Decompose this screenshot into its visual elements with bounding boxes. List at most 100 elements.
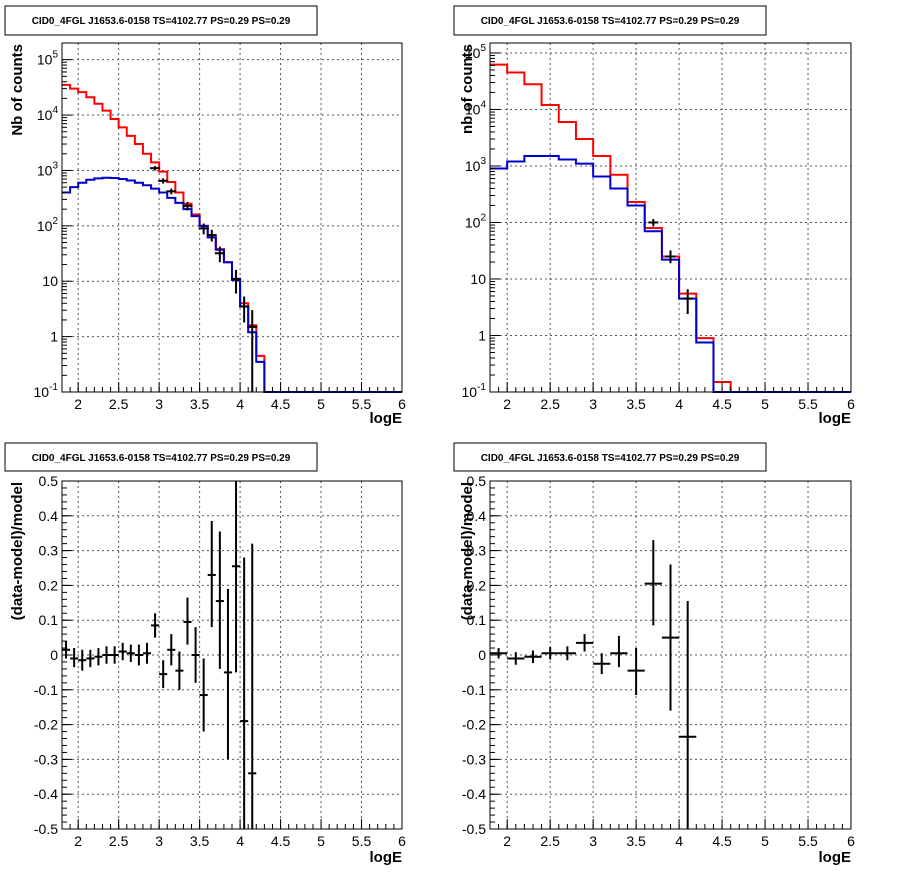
y-tick-label: 0.1 xyxy=(39,612,59,628)
x-tick-label: 3 xyxy=(589,833,597,849)
y-tick-label: 0.3 xyxy=(39,543,59,559)
y-tick-label: 0.2 xyxy=(467,577,487,593)
panel-spectrum-fine: CID0_4FGL J1653.6-0158 TS=4102.77 PS=0.2… xyxy=(4,5,407,427)
panel-title: CID0_4FGL J1653.6-0158 TS=4102.77 PS=0.2… xyxy=(481,16,740,27)
panel-residual-fine: CID0_4FGL J1653.6-0158 TS=4102.77 PS=0.2… xyxy=(4,442,406,866)
y-tick-label: -0.4 xyxy=(462,786,486,802)
axis-ticks: 2 2.5 3 3.5 4 4.5 5 5.5 6 10-1 1 10 102 103 104 105 xyxy=(462,43,856,412)
y-axis-label: Nb of counts xyxy=(9,44,26,136)
y-tick-label: 0.5 xyxy=(467,473,487,489)
panel-title: CID0_4FGL J1653.6-0158 TS=4102.77 PS=0.2… xyxy=(481,453,740,464)
y-tick-label: 105 xyxy=(465,43,487,61)
title-box xyxy=(453,5,767,36)
y-tick-label: 0.3 xyxy=(467,543,487,559)
x-tick-label: 3.5 xyxy=(626,833,646,849)
y-tick-label: 0.4 xyxy=(39,508,59,524)
y-tick-label: 102 xyxy=(37,216,59,234)
title-box xyxy=(4,442,318,472)
y-tick-label: 0 xyxy=(478,647,486,663)
y-tick-label: 103 xyxy=(465,156,487,174)
y-tick-label: 105 xyxy=(37,50,59,68)
x-tick-label: 3 xyxy=(155,396,163,412)
histogram-marks xyxy=(490,63,851,393)
x-tick-label: 3 xyxy=(589,396,597,412)
x-axis-label: logE xyxy=(819,410,852,427)
source-model-histogram xyxy=(62,176,402,393)
y-tick-label: 10 xyxy=(470,271,486,287)
residual-marks xyxy=(62,481,257,829)
y-tick-label: 1 xyxy=(478,327,486,343)
y-tick-label: 10-1 xyxy=(34,382,59,400)
grid-lines xyxy=(62,481,402,829)
y-tick-label: 0.1 xyxy=(467,612,487,628)
x-axis-label: logE xyxy=(370,410,403,427)
x-tick-label: 6 xyxy=(398,833,406,849)
y-tick-label: 0.4 xyxy=(467,508,487,524)
y-tick-label: -0.5 xyxy=(34,821,58,837)
x-tick-label: 2 xyxy=(503,396,511,412)
y-tick-label: -0.1 xyxy=(462,682,486,698)
x-tick-label: 2 xyxy=(74,396,82,412)
plot-frame xyxy=(61,42,403,393)
axis-ticks: 2 2.5 3 3.5 4 4.5 5 5.5 6 -0.5 -0.4 -0.3 -0.2 -0.1 0 0.… xyxy=(34,473,406,849)
title-box xyxy=(453,442,767,472)
total-model-histogram xyxy=(62,83,402,393)
y-axis-label: nb of counts xyxy=(459,44,476,134)
x-tick-label: 5.5 xyxy=(798,833,818,849)
plot-frame xyxy=(489,42,852,393)
y-tick-label: -0.2 xyxy=(34,717,58,733)
axis-ticks: 2 2.5 3 3.5 4 4.5 5 5.5 6 10-1 1 10 102 103 104 105 xyxy=(34,50,407,412)
panel-title: CID0_4FGL J1653.6-0158 TS=4102.77 PS=0.2… xyxy=(32,16,291,27)
x-tick-label: 3.5 xyxy=(626,396,646,412)
x-tick-label: 3.5 xyxy=(190,396,210,412)
x-tick-label: 4 xyxy=(236,833,244,849)
y-tick-label: 102 xyxy=(465,212,487,230)
x-tick-label: 6 xyxy=(847,833,855,849)
x-tick-label: 3 xyxy=(155,833,163,849)
total-model-histogram xyxy=(490,63,851,393)
x-tick-label: 5 xyxy=(761,833,769,849)
grid-lines xyxy=(490,43,851,392)
y-tick-label: -0.2 xyxy=(462,717,486,733)
x-tick-label: 2.5 xyxy=(540,833,560,849)
panel-title: CID0_4FGL J1653.6-0158 TS=4102.77 PS=0.2… xyxy=(32,453,291,464)
y-tick-label: 1 xyxy=(50,329,58,345)
x-tick-label: 5.5 xyxy=(798,396,818,412)
x-tick-label: 4.5 xyxy=(712,396,732,412)
y-axis-label: (data-model)/model xyxy=(9,482,26,620)
y-tick-label: -0.4 xyxy=(34,786,58,802)
y-tick-label: 10 xyxy=(42,273,58,289)
x-tick-label: 4.5 xyxy=(271,833,291,849)
panel-residual-coarse: CID0_4FGL J1653.6-0158 TS=4102.77 PS=0.2… xyxy=(453,442,855,866)
x-tick-label: 5 xyxy=(317,833,325,849)
x-axis-label: logE xyxy=(819,849,852,866)
y-axis-label: (data-model)/model xyxy=(459,482,476,620)
y-tick-label: 0.5 xyxy=(39,473,59,489)
x-tick-label: 5.5 xyxy=(352,833,372,849)
x-tick-label: 5 xyxy=(761,396,769,412)
grid-lines xyxy=(62,43,402,392)
x-tick-label: 2.5 xyxy=(109,833,129,849)
x-axis-label: logE xyxy=(370,849,403,866)
histogram-marks xyxy=(62,83,402,393)
x-tick-label: 2.5 xyxy=(540,396,560,412)
y-tick-label: 10-1 xyxy=(462,382,487,400)
x-tick-label: 4.5 xyxy=(712,833,732,849)
source-model-histogram xyxy=(490,155,851,393)
x-tick-label: 3.5 xyxy=(190,833,210,849)
y-tick-label: 103 xyxy=(37,160,59,178)
title-box xyxy=(4,5,318,36)
x-tick-label: 4 xyxy=(675,396,683,412)
y-tick-label: -0.5 xyxy=(462,821,486,837)
panel-spectrum-coarse: CID0_4FGL J1653.6-0158 TS=4102.77 PS=0.2… xyxy=(453,5,856,427)
x-tick-label: 5.5 xyxy=(352,396,372,412)
x-tick-label: 2 xyxy=(74,833,82,849)
x-tick-label: 2.5 xyxy=(109,396,129,412)
y-tick-label: 0.2 xyxy=(39,577,59,593)
y-tick-label: 0 xyxy=(50,647,58,663)
x-tick-label: 2 xyxy=(503,833,511,849)
y-tick-label: -0.1 xyxy=(34,682,58,698)
y-tick-label: 104 xyxy=(37,105,59,123)
y-tick-label: -0.3 xyxy=(462,751,486,767)
